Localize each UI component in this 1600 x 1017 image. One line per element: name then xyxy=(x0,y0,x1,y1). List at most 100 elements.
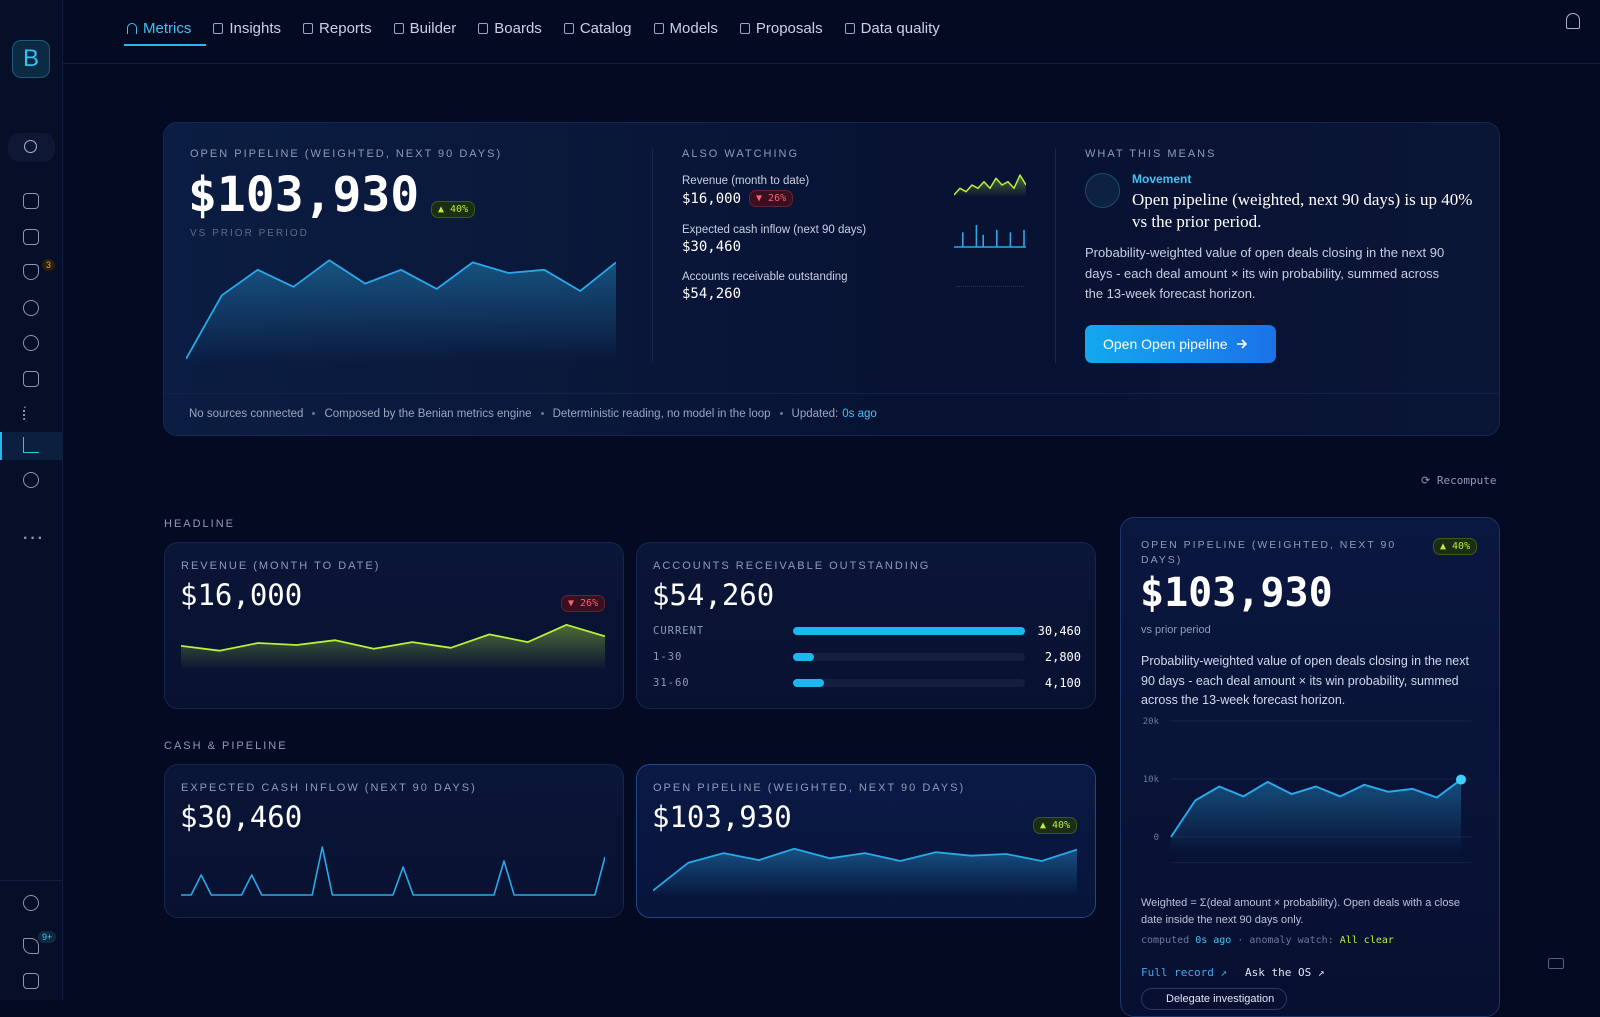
card-sparkline xyxy=(181,846,605,896)
nav-tab[interactable]: Boards xyxy=(478,20,542,37)
sparkline xyxy=(181,623,605,652)
chart-icon[interactable] xyxy=(23,437,39,453)
sparkline xyxy=(181,846,605,896)
ar-row: 1-30 2,800 xyxy=(653,650,1081,677)
sparkline xyxy=(954,174,1026,196)
ar-card: ACCOUNTS RECEIVABLE OUTSTANDING $54,260 … xyxy=(636,542,1096,709)
watch-sparkline xyxy=(954,174,1026,197)
tab-icon xyxy=(127,23,137,34)
hero-sparkline xyxy=(186,259,616,363)
tab-text: Insights xyxy=(229,20,282,37)
sidebar: B 3 ··· 9+ xyxy=(0,0,63,1000)
tab-text: Boards xyxy=(494,20,542,37)
card-value: $103,930 xyxy=(652,800,792,834)
watch-value: $54,260 xyxy=(682,286,742,302)
ar-name: CURRENT xyxy=(653,625,705,637)
mail-icon[interactable] xyxy=(23,229,39,245)
updated-value: 0s ago xyxy=(842,408,877,420)
separator xyxy=(312,412,316,416)
bell[interactable] xyxy=(1566,13,1580,29)
watch-value: $30,460 xyxy=(682,239,742,255)
watch-item: Expected cash inflow (next 90 days) $30,4… xyxy=(682,224,866,271)
logo[interactable]: B xyxy=(12,40,50,78)
active-nav[interactable] xyxy=(0,432,63,460)
panel-body: Probability-weighted value of open deals… xyxy=(1141,654,1469,707)
arrow xyxy=(1236,339,1247,349)
ar-value: 30,460 xyxy=(1037,624,1081,638)
sparkline-area xyxy=(954,175,1026,197)
detail-panel: OPEN PIPELINE (WEIGHTED, NEXT 90 DAYS) ▲… xyxy=(1120,517,1500,1017)
nav-tab[interactable]: Builder xyxy=(393,20,457,37)
footer-item: Deterministic reading, no model in the l… xyxy=(552,408,771,420)
card-label: EXPECTED CASH INFLOW (NEXT 90 DAYS) xyxy=(181,782,477,794)
logout-icon[interactable] xyxy=(23,973,39,989)
y-tick-label: 0 xyxy=(1154,833,1159,843)
brain-icon[interactable] xyxy=(23,472,39,488)
nav-tab[interactable]: Models xyxy=(653,20,718,37)
tab-icon xyxy=(393,23,404,34)
watch-label: Accounts receivable outstanding xyxy=(682,271,848,283)
ar-bar xyxy=(793,679,825,687)
card-value: $30,460 xyxy=(180,800,303,834)
people-icon[interactable] xyxy=(23,335,39,351)
tab-icon xyxy=(563,23,574,34)
y-tick-label: 10k xyxy=(1143,775,1160,785)
tabs: Metrics Insights Reports Builder Boards Catal… xyxy=(127,20,940,37)
tab-text: Metrics xyxy=(143,20,192,37)
keyboard-icon[interactable] xyxy=(1548,958,1564,969)
computed: computed 0s ago · anomaly watch: All cle… xyxy=(1141,935,1394,946)
sparkle-icon[interactable] xyxy=(23,938,39,954)
delegate-button[interactable]: Delegate investigation xyxy=(1141,988,1288,1010)
nav-tab[interactable]: Data quality xyxy=(844,20,940,37)
ar-value: 2,800 xyxy=(1044,650,1081,664)
footer-item: No sources connected xyxy=(189,408,304,420)
nav-tab[interactable]: Proposals xyxy=(739,20,823,37)
watch-sparkline xyxy=(954,225,1026,248)
tab-text: Models xyxy=(669,20,718,37)
tab-text: Reports xyxy=(319,20,372,37)
search[interactable] xyxy=(8,133,55,162)
phone-icon[interactable] xyxy=(23,300,39,316)
panel-note: Weighted = Σ(deal amount × probability).… xyxy=(1141,897,1461,926)
briefcase-icon[interactable] xyxy=(23,371,39,387)
panel-label: OPEN PIPELINE (WEIGHTED, NEXT 90 DAYS) xyxy=(1141,539,1397,566)
y-tick-label: 20k xyxy=(1143,717,1160,727)
list-icon[interactable] xyxy=(23,406,39,422)
hero-card: OPEN PIPELINE (WEIGHTED, NEXT 90 DAYS) $… xyxy=(163,122,1500,436)
nav-tab[interactable]: Catalog xyxy=(563,20,632,37)
means-label: WHAT THIS MEANS xyxy=(1085,148,1217,160)
recompute[interactable]: ⟳ Recompute xyxy=(1421,474,1497,487)
tab-icon xyxy=(844,23,855,34)
more[interactable]: ··· xyxy=(23,530,45,547)
updated-label: Updated: xyxy=(791,408,839,420)
tab-icon xyxy=(739,23,750,34)
full-record-link[interactable]: Full record ↗ xyxy=(1141,966,1228,979)
ask-link[interactable]: Ask the OS ↗ xyxy=(1245,966,1325,979)
nav-tab[interactable]: Reports xyxy=(303,20,372,37)
tab-text: Catalog xyxy=(579,20,632,37)
watching-label: ALSO WATCHING xyxy=(682,148,800,160)
movement-icon xyxy=(1085,173,1120,208)
tab-text: Builder xyxy=(409,20,457,37)
tab-underline xyxy=(124,44,206,46)
ar-bar xyxy=(793,627,1025,635)
home-icon[interactable] xyxy=(23,193,39,209)
tab-text: Proposals xyxy=(755,20,823,37)
tab-icon xyxy=(213,23,224,34)
watch-label: Expected cash inflow (next 90 days) xyxy=(682,224,867,236)
nav-tab[interactable]: Metrics xyxy=(127,20,191,37)
watch-delta: ▼ 26% xyxy=(749,190,794,207)
ar-bar xyxy=(793,653,815,661)
ar-rows: CURRENT 30,460 1-30 2,800 31-60 4,100 xyxy=(653,624,1081,703)
ar-name: 31-60 xyxy=(653,677,690,689)
nav-tab[interactable]: Insights xyxy=(213,20,281,37)
watch-label: Revenue (month to date) xyxy=(682,175,810,187)
footer-item: Composed by the Benian metrics engine xyxy=(324,408,532,420)
open-button[interactable]: Open Open pipeline xyxy=(1085,325,1276,363)
card-sparkline xyxy=(181,623,605,670)
topbar: Metrics Insights Reports Builder Boards Catal… xyxy=(63,0,1600,64)
sparkline-area xyxy=(186,260,616,363)
settings-icon[interactable] xyxy=(23,895,39,911)
divider xyxy=(0,880,63,881)
shield-icon[interactable] xyxy=(23,264,39,280)
